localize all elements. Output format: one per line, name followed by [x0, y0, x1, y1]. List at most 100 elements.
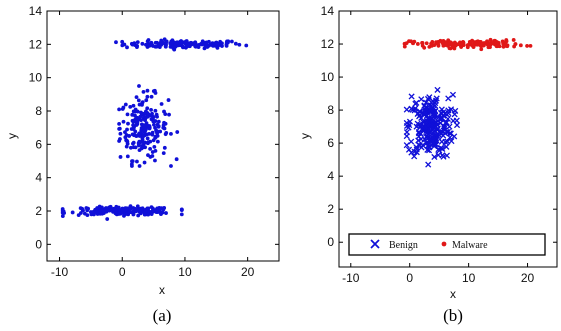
data-point [427, 45, 432, 49]
data-point [134, 95, 139, 100]
data-point [123, 135, 128, 140]
data-point [133, 113, 137, 118]
data-point [445, 95, 452, 102]
data-point [185, 44, 189, 49]
data-point [425, 147, 433, 154]
data-point [503, 40, 508, 45]
data-point [431, 127, 438, 134]
data-point [402, 44, 407, 49]
data-point [482, 41, 487, 45]
data-point [490, 41, 495, 46]
data-point [141, 123, 146, 128]
data-point [411, 153, 418, 160]
data-point [500, 39, 505, 44]
x-tick-label-b: 0 [406, 271, 413, 285]
data-point [120, 39, 125, 44]
data-point [143, 210, 147, 214]
data-point [135, 159, 139, 164]
data-point [417, 130, 424, 137]
data-point [158, 129, 163, 134]
data-point [117, 127, 122, 131]
data-point [415, 42, 420, 46]
data-point [425, 161, 432, 168]
data-point [229, 39, 234, 44]
legend-marker-malware [441, 241, 447, 247]
data-point [106, 206, 111, 210]
data-point [149, 107, 153, 112]
tick-marks-a: -10 0 10 20 0 2 4 6 8 10 12 14 [29, 4, 279, 279]
data-point [137, 134, 142, 138]
data-point [494, 44, 499, 49]
data-point [118, 137, 122, 141]
data-point [175, 40, 180, 45]
data-point [97, 204, 102, 209]
data-point [423, 130, 430, 137]
data-point [422, 45, 427, 50]
data-point [153, 158, 157, 163]
data-point [142, 212, 147, 217]
data-point [443, 143, 450, 150]
data-point [128, 105, 133, 109]
data-point [145, 94, 150, 99]
caption-b: (b) [443, 306, 463, 325]
data-point [133, 206, 138, 211]
data-point [418, 96, 425, 103]
chart-panel-b: -10 0 10 20 0 2 4 6 8 10 12 14 y x (b) Benign Malwa… [298, 4, 558, 325]
data-point [179, 42, 184, 47]
data-point [424, 95, 432, 102]
data-point [154, 112, 159, 117]
data-point [145, 106, 150, 111]
data-point [437, 119, 444, 127]
data-point [98, 211, 103, 216]
data-point [433, 95, 440, 102]
data-point [155, 139, 160, 144]
data-point [136, 98, 141, 103]
data-point [413, 123, 420, 130]
y-tick-label-b: 4 [327, 169, 334, 183]
data-point [403, 142, 410, 149]
data-point [155, 208, 159, 213]
data-point [138, 114, 143, 119]
data-point [145, 136, 150, 141]
x-axis-label-b: x [450, 287, 456, 301]
data-point [441, 43, 446, 48]
data-point [444, 138, 451, 145]
data-point [146, 212, 151, 217]
data-point [124, 144, 129, 149]
y-tick-label-b: 6 [327, 136, 334, 150]
data-point [216, 42, 221, 46]
data-point [140, 41, 145, 46]
data-point [226, 39, 231, 44]
data-point [144, 109, 148, 114]
data-point [470, 43, 475, 48]
data-point [159, 38, 164, 43]
data-point [169, 164, 173, 168]
data-point [159, 102, 164, 106]
data-point [145, 88, 150, 93]
y-tick-label-b: 0 [327, 235, 334, 249]
y-tick-label-a: 14 [29, 4, 43, 18]
data-point [128, 205, 132, 210]
data-point [166, 98, 171, 102]
data-point [146, 38, 151, 42]
data-point [429, 138, 436, 145]
data-point [131, 145, 136, 150]
data-point [405, 146, 413, 153]
x-tick-label-a: 0 [119, 265, 126, 279]
data-point [434, 41, 439, 46]
data-point [447, 46, 452, 51]
data-point [191, 41, 196, 46]
data-point [511, 38, 516, 42]
data-point [142, 160, 147, 165]
data-point [443, 152, 451, 159]
tick-marks-b: -10 0 10 20 0 2 4 6 8 10 12 14 [321, 4, 557, 285]
data-point [437, 114, 444, 121]
data-point [86, 206, 90, 211]
data-point [121, 119, 126, 124]
data-point [150, 132, 155, 137]
data-point [512, 44, 517, 49]
data-point [125, 141, 130, 146]
data-point [155, 130, 159, 134]
data-point [144, 114, 149, 119]
data-point [152, 122, 156, 127]
